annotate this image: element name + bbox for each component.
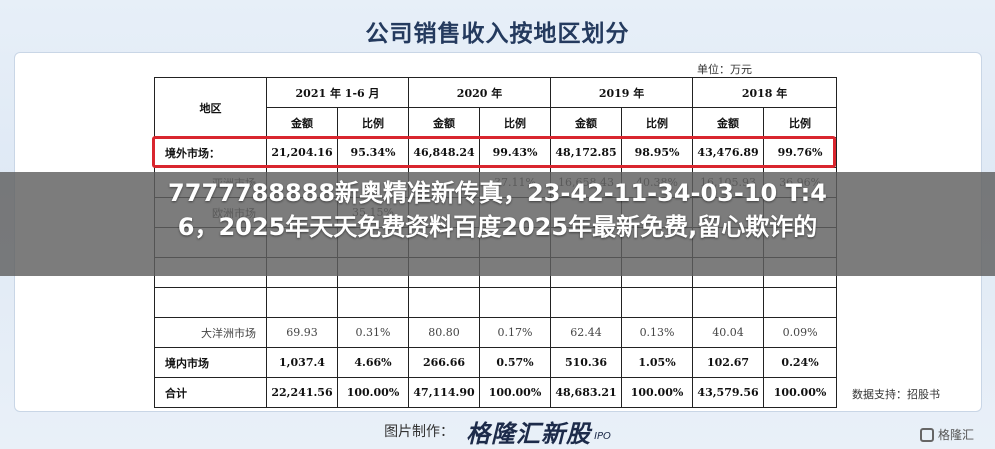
maker-brand-logo: 格隆汇新股: [466, 419, 592, 448]
ratio-cell: 4.66%: [336, 347, 410, 378]
title-bar: 公司销售收入按地区划分: [0, 0, 995, 62]
amount-cell: [266, 287, 338, 318]
ratio-cell: 100.00%: [479, 377, 552, 408]
ratio-cell: 0.09%: [763, 317, 838, 348]
table-row: 合计 22,241.56 100.00% 47,114.90 100.00% 48,683…: [154, 377, 838, 408]
amount-cell: 21,204.16: [266, 137, 338, 168]
amount-header: 金额: [550, 107, 623, 138]
data-source: 数据支持：招股书: [852, 388, 940, 401]
watermark: 格隆汇: [920, 426, 974, 443]
ratio-cell: 99.43%: [479, 137, 552, 168]
amount-cell: 47,114.90: [408, 377, 481, 408]
region-cell: 境外市场：: [154, 137, 267, 168]
amount-cell: 266.66: [408, 347, 481, 378]
page-title: 公司销售收入按地区划分: [365, 21, 630, 47]
ratio-header: 比例: [479, 107, 552, 138]
table-row: 大洋洲市场 69.93 0.31% 80.80 0.17% 62.44 0.13% 40.04…: [154, 317, 838, 348]
region-header: 地区: [154, 77, 267, 138]
amount-cell: 1,037.4: [266, 347, 338, 378]
amount-header: 金额: [408, 107, 481, 138]
ratio-cell: 95.34%: [336, 137, 410, 168]
watermark-logo-icon: [920, 427, 934, 442]
overlay-banner: [0, 172, 995, 276]
ratio-cell: 100.00%: [621, 377, 694, 408]
ratio-cell: 98.95%: [621, 137, 694, 168]
region-cell: 境内市场: [154, 347, 267, 378]
overlay-text: 7777788888新奥精准新传真，23-42-11-34-03-10 T:4 …: [0, 176, 995, 244]
header-row-years: 地区 2021 年 1-6 月 2020 年 2019 年 2018 年: [154, 77, 838, 138]
year-header: 2020 年: [408, 77, 552, 108]
amount-cell: 40.04: [692, 317, 765, 348]
ratio-cell: 0.13%: [621, 317, 694, 348]
table-row: [154, 287, 838, 318]
amount-cell: 62.44: [550, 317, 623, 348]
ratio-header: 比例: [763, 107, 838, 138]
amount-cell: 80.80: [408, 317, 481, 348]
amount-cell: [550, 287, 623, 318]
amount-cell: 48,172.85: [550, 137, 623, 168]
region-cell: 大洋洲市场: [154, 317, 267, 348]
maker-label: 图片制作：: [384, 424, 455, 440]
ratio-cell: [479, 287, 552, 318]
amount-cell: 102.67: [692, 347, 765, 378]
ratio-cell: 0.57%: [479, 347, 552, 378]
ratio-header: 比例: [621, 107, 694, 138]
ratio-cell: 0.17%: [479, 317, 552, 348]
amount-cell: [692, 287, 765, 318]
amount-header: 金额: [692, 107, 765, 138]
ratio-cell: 99.76%: [763, 137, 838, 168]
watermark-text: 格隆汇: [938, 428, 975, 442]
ratio-cell: [621, 287, 694, 318]
table-row: 境内市场 1,037.4 4.66% 266.66 0.57% 510.36 1.05% 10…: [154, 347, 838, 378]
year-header: 2021 年 1-6 月: [265, 77, 410, 108]
table-row: 境外市场： 21,204.16 95.34% 46,848.24 99.43% 48,17…: [154, 137, 838, 168]
amount-header: 金额: [266, 107, 338, 138]
amount-cell: 43,579.56: [692, 377, 765, 408]
amount-cell: 22,241.56: [266, 377, 338, 408]
region-cell: [154, 287, 267, 318]
maker-footer: 图片制作： 格隆汇新股 IPO: [0, 413, 995, 449]
overlay-line-1: 7777788888新奥精准新传真，23-42-11-34-03-10 T:4: [168, 179, 827, 207]
amount-cell: 43,476.89: [692, 137, 765, 168]
amount-cell: [408, 287, 481, 318]
amount-cell: 48,683.21: [550, 377, 623, 408]
maker-ipo: IPO: [594, 430, 611, 442]
amount-cell: 46,848.24: [408, 137, 481, 168]
unit-label: 单位：万元: [697, 63, 752, 76]
ratio-header: 比例: [336, 107, 410, 138]
ratio-cell: 100.00%: [336, 377, 410, 408]
amount-cell: 69.93: [266, 317, 338, 348]
ratio-cell: 0.24%: [763, 347, 838, 378]
ratio-cell: 0.31%: [336, 317, 410, 348]
year-header: 2018 年: [692, 77, 838, 108]
year-header: 2019 年: [550, 77, 694, 108]
ratio-cell: 1.05%: [621, 347, 694, 378]
region-cell: 合计: [154, 377, 267, 408]
ratio-cell: 100.00%: [763, 377, 838, 408]
amount-cell: 510.36: [550, 347, 623, 378]
header-row-sub: 金额 比例 金额 比例 金额 比例 金额 比例: [155, 107, 838, 138]
ratio-cell: [336, 287, 410, 318]
overlay-line-2: 6，2025年天天免费资料百度2025年最新免费,留心欺诈的: [177, 213, 818, 241]
ratio-cell: [763, 287, 838, 318]
